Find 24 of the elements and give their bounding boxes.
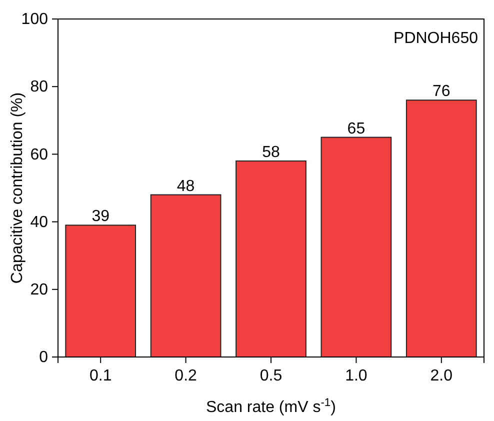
data-label: 65: [347, 120, 366, 138]
bar: [150, 194, 222, 358]
annotation: PDNOH650: [394, 30, 478, 47]
y-tick-label: 60: [30, 146, 48, 164]
data-label: 39: [92, 208, 110, 226]
data-label: 76: [432, 83, 450, 100]
bar: [320, 136, 392, 358]
x-tick-label: 0.5: [260, 367, 282, 384]
y-tick-label: 40: [30, 214, 48, 231]
data-label: 48: [176, 178, 195, 195]
x-tick-label: 1.0: [345, 367, 368, 384]
x-tick-label: 0.2: [174, 367, 198, 384]
x-axis-title: Scan rate (mV s$^{-1}$): [206, 397, 336, 416]
bar: [65, 224, 136, 358]
x-tick-label: 2.0: [430, 367, 453, 384]
bar: [406, 100, 477, 358]
x-tick-label: 0.1: [89, 367, 112, 384]
y-tick-label: 100: [21, 11, 48, 28]
y-tick-label: 0: [39, 349, 48, 366]
y-axis-title: Capacitive contribution (%): [9, 92, 26, 284]
bar: [236, 160, 306, 358]
data-label: 58: [262, 144, 280, 161]
y-tick-label: 80: [30, 78, 48, 96]
y-tick-label: 20: [30, 282, 48, 299]
